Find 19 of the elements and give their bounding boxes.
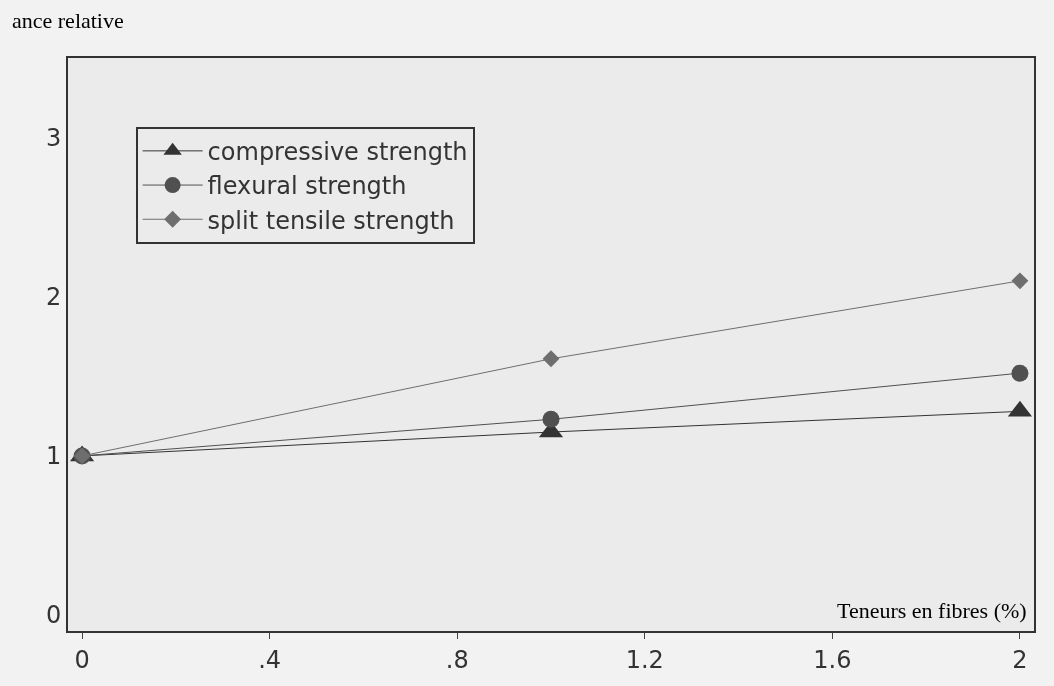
- x-axis-title: Teneurs en fibres (%): [837, 598, 1027, 623]
- x-tick-label: 1.6: [813, 645, 852, 674]
- x-tick-label: 0: [74, 645, 90, 674]
- point: [1011, 364, 1029, 382]
- y-axis-title: ance relative: [12, 8, 124, 33]
- y-tick-label: 0: [45, 601, 62, 630]
- point: [542, 350, 560, 368]
- legend-label: flexural strength: [207, 172, 407, 201]
- point: [1011, 272, 1029, 290]
- x-tick-label: 1.2: [625, 645, 664, 674]
- y-tick-label: 2: [45, 283, 62, 312]
- legend-label: split tensile strength: [207, 206, 455, 235]
- x-tick-label: .8: [445, 645, 469, 674]
- point: [542, 410, 560, 428]
- y-tick-label: 1: [45, 442, 62, 471]
- x-tick-label: 2: [1012, 645, 1028, 674]
- y-tick-label: 3: [45, 123, 62, 152]
- x-tick-label: .4: [258, 645, 282, 674]
- legend-label: compressive strength: [207, 138, 468, 167]
